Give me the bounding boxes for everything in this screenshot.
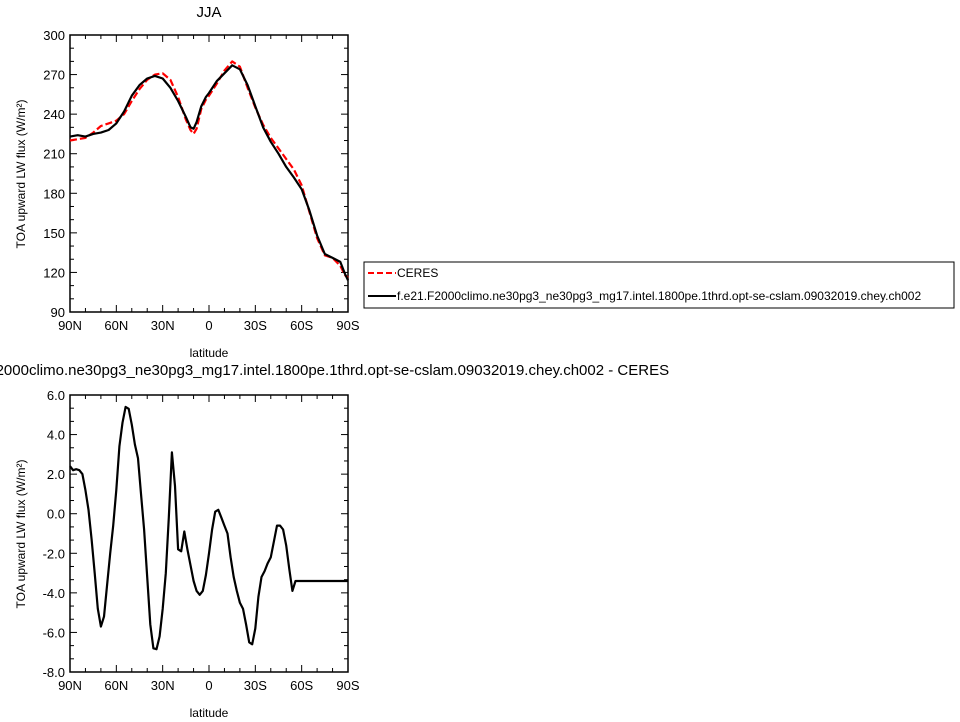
bottom-x-tick-label: 90S — [336, 678, 359, 693]
top-y-tick-label: 300 — [43, 28, 65, 43]
legend-label-model: f.e21.F2000climo.ne30pg3_ne30pg3_mg17.in… — [397, 289, 921, 303]
bottom-y-tick-label: -6.0 — [43, 625, 65, 640]
bottom-x-tick-label: 0 — [205, 678, 212, 693]
top-y-tick-label: 150 — [43, 226, 65, 241]
bottom-x-tick-label: 90N — [58, 678, 82, 693]
bottom-x-tick-label: 30S — [244, 678, 267, 693]
bottom-y-axis-label: TOA upward LW flux (W/m²) — [14, 460, 28, 609]
top-x-tick-label: 60S — [290, 318, 313, 333]
top-chart-title: JJA — [196, 4, 221, 21]
bottom-plot-area: 90N 60N 30N 0 30S 60S 90S 6.0 4.0 2.0 0.0 -2.0 -4.0 -… — [43, 388, 360, 693]
legend-label-ceres: CERES — [397, 266, 438, 280]
top-plot-frame — [69, 34, 349, 313]
bottom-y-tick-label: 4.0 — [47, 428, 65, 443]
bottom-chart-title: f.e21.F2000climo.ne30pg3_ne30pg3_mg17.in… — [0, 362, 669, 379]
bottom-x-tick-label: 30N — [151, 678, 175, 693]
bottom-y-tick-label: -2.0 — [43, 546, 65, 561]
top-y-tick-label: 240 — [43, 107, 65, 122]
top-x-tick-label: 30N — [151, 318, 175, 333]
bottom-x-tick-label: 60S — [290, 678, 313, 693]
bottom-series-line-difference — [69, 405, 348, 651]
top-y-axis-label: TOA upward LW flux (W/m²) — [14, 100, 28, 249]
top-x-tick-label: 60N — [104, 318, 128, 333]
bottom-y-tick-label: -4.0 — [43, 586, 65, 601]
bottom-y-tick-label: 0.0 — [47, 507, 65, 522]
bottom-y-tick-label: -8.0 — [43, 665, 65, 680]
top-x-tick-label: 90S — [336, 318, 359, 333]
bottom-y-tick-label: 2.0 — [47, 467, 65, 482]
top-plot-area: 90N 60N 30N 0 30S 60S 90S 300 270 240 210 180 150 120… — [43, 28, 360, 333]
top-y-tick-label: 120 — [43, 265, 65, 280]
legend-box — [363, 261, 955, 309]
top-x-tick-label: 30S — [244, 318, 267, 333]
bottom-x-tick-label: 60N — [104, 678, 128, 693]
top-x-tick-label: 90N — [58, 318, 82, 333]
top-y-tick-label: 210 — [43, 147, 65, 162]
legend: CERES f.e21.F2000climo.ne30pg3_ne30pg3_m… — [363, 261, 955, 309]
bottom-x-axis-label: latitude — [190, 706, 229, 720]
bottom-y-tick-label: 6.0 — [47, 388, 65, 403]
top-series-line-model — [69, 64, 349, 281]
top-y-tick-label: 180 — [43, 186, 65, 201]
top-x-axis-label: latitude — [190, 346, 229, 360]
top-y-tick-label: 90 — [51, 305, 65, 320]
top-y-tick-label: 270 — [43, 68, 65, 83]
top-x-tick-label: 0 — [205, 318, 212, 333]
